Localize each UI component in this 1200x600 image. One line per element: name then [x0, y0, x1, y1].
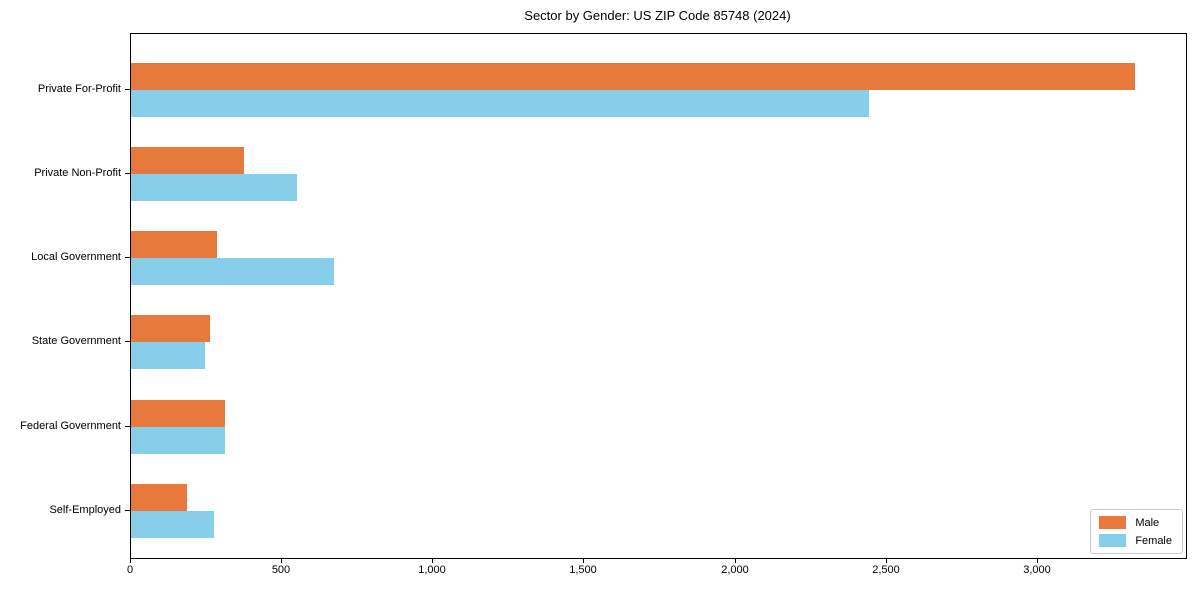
bar-female-state-government [131, 342, 206, 370]
bar-female-local-government [131, 258, 334, 286]
bar-female-self-employed [131, 510, 215, 538]
bar-male-private-for-profit [131, 62, 1135, 90]
y-tick-mark [125, 426, 130, 427]
y-tick-mark [125, 510, 130, 511]
legend-swatch-female [1099, 534, 1127, 547]
bar-female-federal-government [131, 426, 225, 454]
plot-area: Male Female [130, 33, 1187, 559]
x-tick-mark [130, 558, 131, 563]
x-tick-label: 3,000 [1023, 564, 1051, 576]
legend-entry-male: Male [1099, 516, 1172, 529]
y-tick-mark [125, 89, 130, 90]
x-tick-mark [886, 558, 887, 563]
bar-female-private-for-profit [131, 89, 869, 117]
x-tick-mark [432, 558, 433, 563]
chart-title: Sector by Gender: US ZIP Code 85748 (202… [524, 8, 791, 23]
y-tick-mark [125, 173, 130, 174]
y-tick-mark [125, 257, 130, 258]
x-tick-mark [281, 558, 282, 563]
y-tick-label: Self-Employed [49, 504, 121, 516]
y-tick-mark [125, 341, 130, 342]
bar-female-private-non-profit [131, 173, 298, 201]
y-tick-label: Local Government [31, 251, 121, 263]
legend-label: Female [1135, 534, 1172, 547]
y-tick-label: State Government [31, 335, 121, 347]
y-tick-label: Private For-Profit [37, 83, 121, 95]
x-tick-label: 1,500 [569, 564, 597, 576]
bar-male-private-non-profit [131, 146, 245, 174]
legend-entry-female: Female [1099, 534, 1172, 547]
x-tick-mark [735, 558, 736, 563]
x-tick-label: 2,500 [872, 564, 900, 576]
legend: Male Female [1090, 509, 1183, 554]
x-tick-label: 0 [126, 564, 134, 576]
x-tick-label: 2,000 [721, 564, 749, 576]
bar-male-state-government [131, 315, 210, 343]
legend-swatch-male [1099, 516, 1127, 529]
bar-male-self-employed [131, 483, 187, 511]
bar-male-local-government [131, 231, 218, 259]
bar-male-federal-government [131, 399, 225, 427]
x-tick-mark [1037, 558, 1038, 563]
x-tick-mark [583, 558, 584, 563]
legend-label: Male [1135, 516, 1160, 529]
y-tick-label: Private Non-Profit [34, 167, 121, 179]
x-tick-label: 1,000 [418, 564, 446, 576]
x-tick-label: 500 [271, 564, 291, 576]
y-tick-label: Federal Government [20, 420, 121, 432]
